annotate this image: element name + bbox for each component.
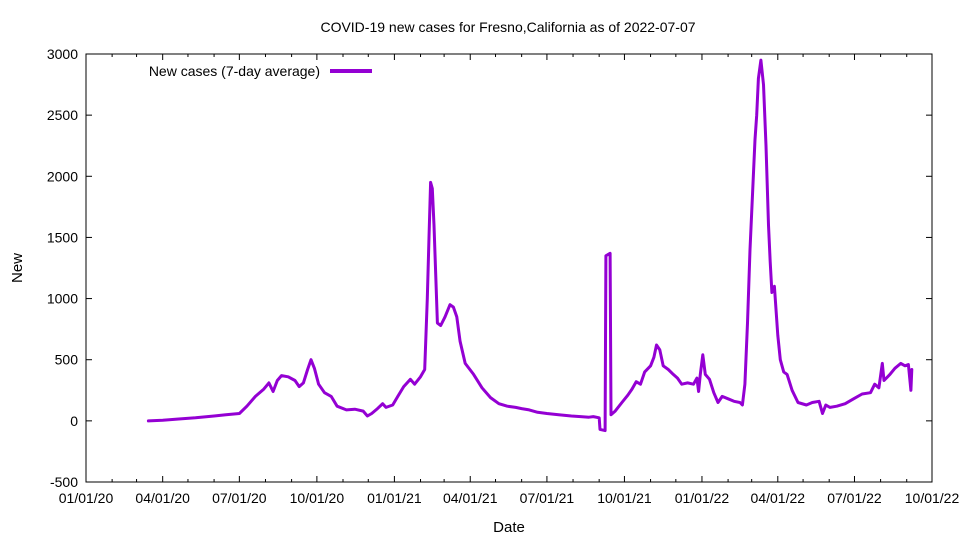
series-line-0 bbox=[146, 58, 914, 433]
x-tick-label: 04/01/21 bbox=[443, 490, 498, 506]
y-tick-label: 2000 bbox=[47, 168, 78, 184]
y-tick-label: 3000 bbox=[47, 46, 78, 62]
x-tick-label: 04/01/20 bbox=[135, 490, 190, 506]
x-tick-label: 10/01/20 bbox=[290, 490, 345, 506]
y-tick-label: 2500 bbox=[47, 107, 78, 123]
x-tick-label: 01/01/22 bbox=[675, 490, 730, 506]
x-tick-label: 10/01/22 bbox=[905, 490, 960, 506]
y-axis: -500 0 500 1000 1500 2000 2500 3000 bbox=[47, 46, 932, 490]
x-tick-label: 01/01/20 bbox=[59, 490, 114, 506]
y-tick-label: 0 bbox=[70, 413, 78, 429]
plot-frame bbox=[85, 53, 933, 483]
y-axis-label: New bbox=[9, 253, 26, 283]
y-tick-label: 500 bbox=[55, 352, 79, 368]
series-layer bbox=[146, 58, 914, 433]
x-tick-label: 07/01/22 bbox=[827, 490, 882, 506]
x-tick-label: 10/01/21 bbox=[597, 490, 652, 506]
x-axis-label: Date bbox=[493, 519, 525, 536]
x-axis: 01/01/20 04/01/20 07/01/20 10/01/20 01/01/21… bbox=[59, 54, 960, 506]
y-tick-label: 1000 bbox=[47, 291, 78, 307]
x-tick-label: 07/01/20 bbox=[212, 490, 267, 506]
x-tick-label: 07/01/21 bbox=[520, 490, 575, 506]
y-tick-label: 1500 bbox=[47, 229, 78, 245]
chart-title: COVID-19 new cases for Fresno,California… bbox=[320, 19, 695, 35]
legend: New cases (7-day average) bbox=[149, 63, 372, 79]
legend-label: New cases (7-day average) bbox=[149, 63, 320, 79]
x-tick-label: 04/01/22 bbox=[751, 490, 806, 506]
y-tick-label: -500 bbox=[50, 474, 78, 490]
x-tick-label: 01/01/21 bbox=[367, 490, 422, 506]
plot-area bbox=[85, 53, 933, 483]
